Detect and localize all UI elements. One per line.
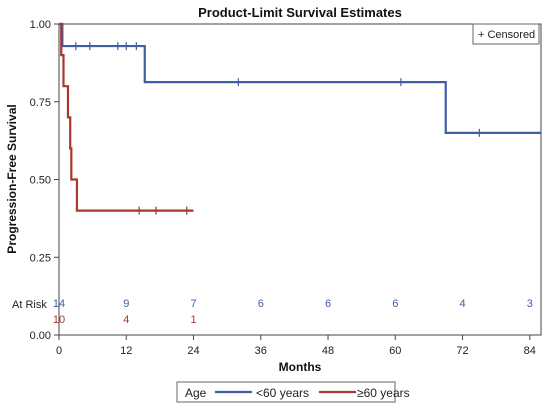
x-tick-label: 48 [322, 345, 334, 357]
at-risk-count-series-0: 4 [459, 298, 465, 310]
at-risk-count-series-0: 6 [258, 298, 264, 310]
at-risk-count-series-1: 4 [123, 314, 129, 326]
at-risk-count-series-0: 7 [190, 298, 196, 310]
at-risk-count-series-1: 1 [190, 314, 196, 326]
y-tick-label: 0.50 [30, 175, 51, 187]
x-tick-label: 36 [255, 345, 267, 357]
censor-mark-series-1 [183, 206, 190, 215]
series-layer [59, 22, 541, 215]
x-tick-label: 24 [187, 345, 199, 357]
at-risk-count-series-0: 6 [392, 298, 398, 310]
legend-label-60-plus: ≥60 years [357, 386, 410, 400]
legend-box [176, 381, 396, 403]
y-tick-label: 0.75 [30, 97, 51, 109]
censor-mark-series-0 [123, 42, 130, 51]
censor-mark-series-0 [72, 42, 79, 51]
censor-legend: + Censored [472, 23, 540, 45]
censor-mark-series-0 [86, 42, 93, 51]
axes-layer: 0 12 24 36 48 60 72 840.000.250.500.751.00 [30, 19, 536, 357]
x-tick-label: 60 [389, 345, 401, 357]
y-tick-label: 0.00 [30, 330, 51, 342]
censor-mark-series-0 [476, 128, 483, 137]
censor-legend-text: + Censored [478, 29, 535, 41]
survival-line-series-0 [59, 22, 541, 134]
at-risk-count-series-0: 6 [325, 298, 331, 310]
legend-title: Age [185, 386, 207, 400]
chart-title: Product-Limit Survival Estimates [198, 5, 402, 20]
x-axis-title: Months [279, 360, 322, 374]
y-axis-title: Progression-Free Survival [5, 104, 19, 253]
x-tick-label: 0 [56, 345, 62, 357]
x-tick-label: 72 [456, 345, 468, 357]
at-risk-count-series-0: 3 [527, 298, 533, 310]
legend-label-under-60: <60 years [256, 386, 309, 400]
censor-mark-series-1 [152, 206, 159, 215]
at-risk-count-series-1: 10 [53, 314, 65, 326]
at-risk-count-series-0: 9 [123, 298, 129, 310]
x-tick-label: 12 [120, 345, 132, 357]
censor-mark-series-0 [133, 42, 140, 51]
censor-mark-series-0 [114, 42, 121, 51]
censor-mark-series-0 [235, 78, 242, 87]
censor-mark-series-1 [136, 206, 143, 215]
censor-mark-series-0 [397, 78, 404, 87]
plot-frame [58, 23, 542, 336]
at-risk-count-series-0: 14 [53, 298, 65, 310]
y-tick-label: 1.00 [30, 19, 51, 31]
survival-line-series-1 [59, 22, 194, 212]
censor-legend-box [472, 23, 540, 45]
y-tick-label: 0.25 [30, 252, 51, 264]
x-tick-label: 84 [524, 345, 536, 357]
at-risk-label: At Risk [12, 299, 47, 311]
chart-legend: Age <60 years ≥60 years [176, 381, 410, 403]
at-risk-layer: 14 9 7 6 6 6 4 3 10 4 1 [53, 298, 533, 326]
